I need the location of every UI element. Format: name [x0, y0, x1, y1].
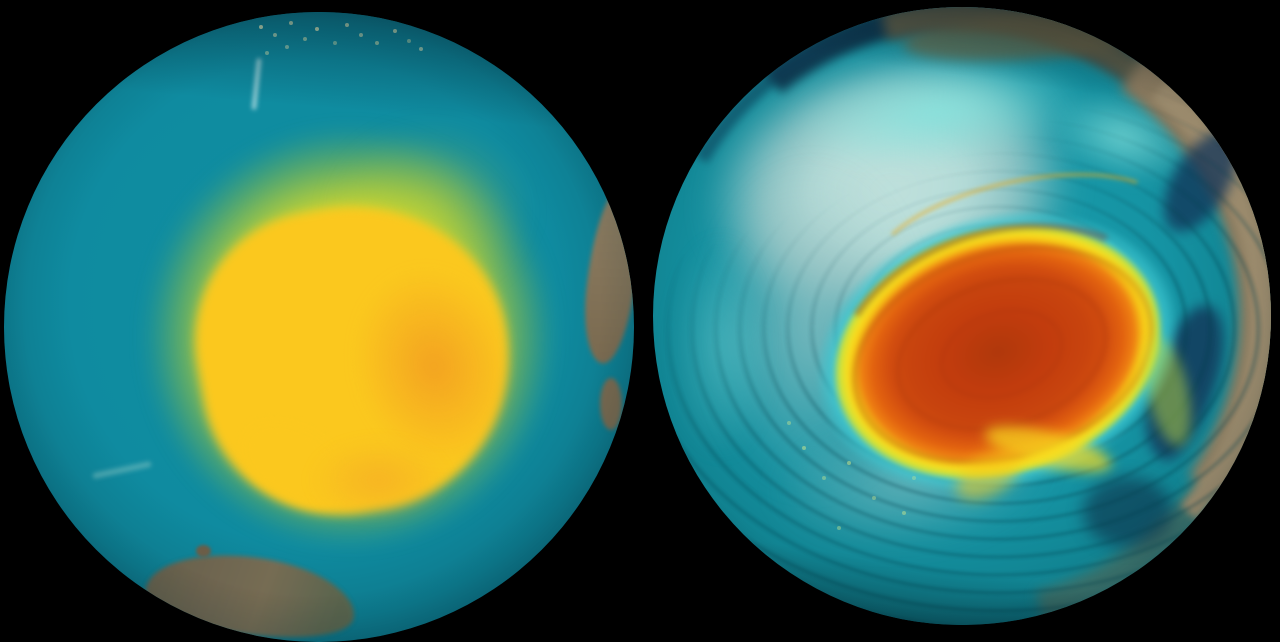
bottom-atmosphere-shade-right	[653, 7, 1271, 625]
left-globe	[4, 12, 634, 642]
city-lights-speckles	[4, 12, 6, 14]
right-globe	[653, 7, 1271, 625]
city-lights-speckles-right	[653, 7, 655, 9]
top-atmosphere-shade	[4, 12, 634, 642]
